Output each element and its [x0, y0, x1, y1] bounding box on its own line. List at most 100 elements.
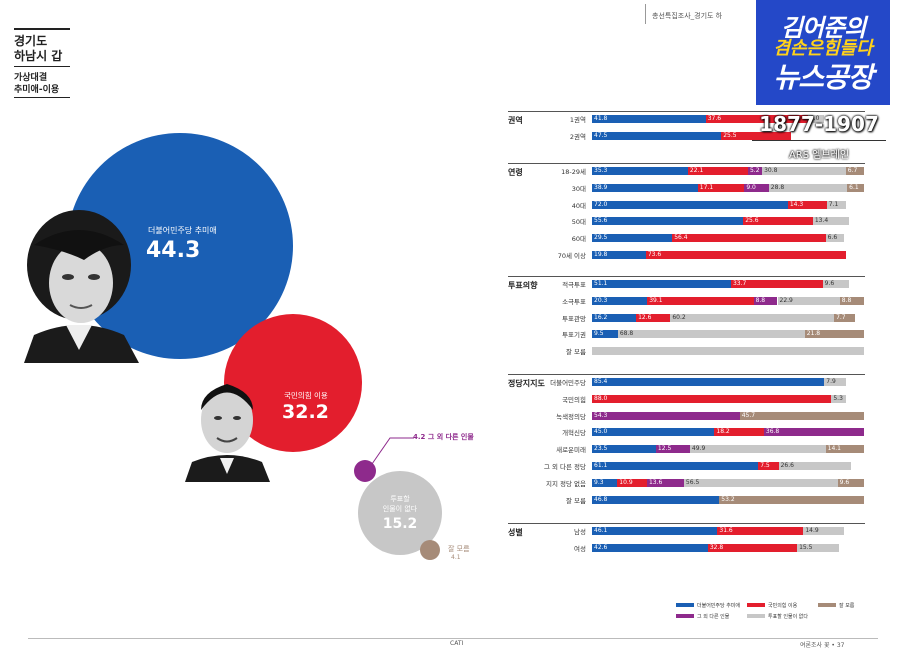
bubble-none-name: 투표할 인물이 없다: [382, 495, 418, 513]
row-label: 소극투표: [562, 297, 586, 306]
bar-segment: 13.6: [646, 478, 684, 487]
bar-segment: 6.7: [845, 167, 864, 175]
row-label: 여성: [574, 544, 586, 553]
row-label: 투표관망: [562, 314, 586, 323]
group-label: 투표의향: [508, 281, 538, 290]
bar-segment: 39.1: [647, 296, 754, 305]
bar-segment: 19.8: [592, 251, 646, 259]
sample-overlay: 1877-1907: [759, 112, 879, 136]
bar-segment: 7.9: [824, 378, 846, 386]
group-rule: [508, 523, 865, 524]
bar-segment: 9.0: [744, 183, 769, 192]
bar-segment: 46.8: [592, 495, 720, 504]
matchup-title: 가상대결: [14, 73, 48, 83]
bar-segment: 85.4: [592, 378, 825, 386]
row-label: 투표기권: [562, 331, 586, 340]
bar-segment: 25.5: [721, 131, 791, 140]
bar-segment: 72.0: [592, 200, 788, 209]
legend-swatch: [747, 603, 765, 607]
bar-segment: 5.3: [831, 394, 846, 403]
legend-label: 더불어민주당 추미애: [697, 603, 740, 609]
legend-swatch: [676, 603, 694, 607]
legend-swatch: [676, 614, 694, 618]
row-label: 50대: [571, 218, 586, 227]
bar-segment: [592, 347, 864, 356]
bar-segment: 35.3: [592, 167, 688, 175]
row-label: 70세 이상: [557, 252, 586, 260]
group-rule: [508, 374, 865, 375]
bar-segment: 47.5: [592, 131, 722, 140]
bar-segment: 14.3: [787, 200, 827, 209]
row-label: 더불어민주당: [550, 379, 586, 387]
bar-segment: 9.5: [592, 330, 618, 339]
bubble-unknown: [420, 540, 440, 560]
bar-segment: 12.6: [636, 313, 671, 322]
header-rule-bottom: [14, 97, 70, 98]
bar-segment: 9.6: [837, 478, 864, 487]
legend-label: 투표할 인물이 없다: [768, 614, 808, 620]
bar-segment: 30.8: [762, 167, 846, 175]
bar-segment: 28.8: [768, 183, 848, 192]
bar-segment: 26.6: [778, 462, 851, 470]
bubble-lee-name: 국민의힘 이용: [284, 391, 328, 400]
bubble-chu-value: 44.3: [146, 238, 201, 263]
candidate-lee-portrait: [185, 384, 270, 482]
bar-segment: 14.1: [825, 445, 864, 454]
group-label: 연령: [508, 168, 523, 177]
bar-segment: 49.9: [689, 445, 826, 454]
bar-segment: 6.1: [847, 183, 864, 192]
row-label: 적극투표: [562, 281, 586, 289]
bar-segment: 54.3: [592, 411, 740, 420]
bar-segment: 46.1: [592, 527, 718, 535]
row-label: 그 외 다른 정당: [543, 463, 586, 471]
row-label: 새로운미래: [556, 446, 586, 455]
bar-segment: 45.7: [739, 411, 864, 420]
bar-segment: 42.6: [592, 543, 708, 552]
matchup-names: 추미애-이용: [14, 85, 60, 95]
row-label: 국민의힘: [562, 395, 586, 404]
bar-segment: 21.8: [804, 330, 864, 339]
bar-segment: 16.2: [592, 313, 637, 322]
bubble-lee-value: 32.2: [282, 401, 329, 423]
bar-segment: 56.5: [683, 478, 838, 487]
legend-label: 국민의힘 이용: [768, 603, 798, 609]
bar-segment: 7.5: [758, 462, 779, 470]
header-rule-top: [14, 28, 70, 30]
overlay-rule: [752, 140, 886, 141]
bubble-other-label: 4.2 그 외 다른 인물: [413, 433, 474, 441]
bar-segment: 7.7: [834, 313, 856, 322]
row-label: 잘 모름: [565, 348, 586, 357]
row-label: 30대: [571, 184, 586, 193]
bubble-other-leader: [371, 437, 414, 465]
bar-segment: 60.2: [670, 313, 835, 322]
bar-segment: 33.7: [730, 280, 823, 288]
bar-segment: 32.8: [707, 543, 798, 552]
bar-segment: 22.1: [687, 167, 748, 175]
row-label: 40대: [571, 201, 586, 210]
candidate-chu-portrait: [24, 210, 139, 363]
page-top-header: 총선특집조사_경기도 하: [652, 12, 723, 20]
bar-segment: 36.8: [763, 428, 864, 437]
bar-segment: 51.1: [592, 280, 731, 288]
bar-segment: 56.4: [672, 234, 826, 243]
row-label: 2권역: [569, 132, 586, 141]
bar-segment: 9.6: [822, 280, 849, 288]
footer-page: 여론조사 꽃 • 37: [800, 642, 845, 649]
bar-segment: 5.2: [747, 167, 763, 175]
bar-segment: 55.6: [592, 217, 744, 226]
row-label: 60대: [571, 235, 586, 244]
legend-swatch: [747, 614, 765, 618]
bubble-other: [354, 460, 376, 482]
banner-line1: 김어준의: [780, 14, 866, 42]
group-label: 정당지지도: [508, 379, 545, 388]
bar-segment: 7.1: [826, 200, 847, 209]
bar-segment: 9.3: [592, 478, 618, 487]
group-rule: [508, 111, 865, 112]
row-label: 1권역: [569, 116, 586, 124]
district-label: 하남시 갑: [14, 49, 63, 63]
group-rule: [508, 276, 865, 277]
bar-segment: 53.2: [719, 495, 864, 504]
region-label: 경기도: [14, 34, 48, 48]
legend-swatch: [818, 603, 836, 607]
legend-label: 그 외 다른 인물: [697, 614, 730, 620]
